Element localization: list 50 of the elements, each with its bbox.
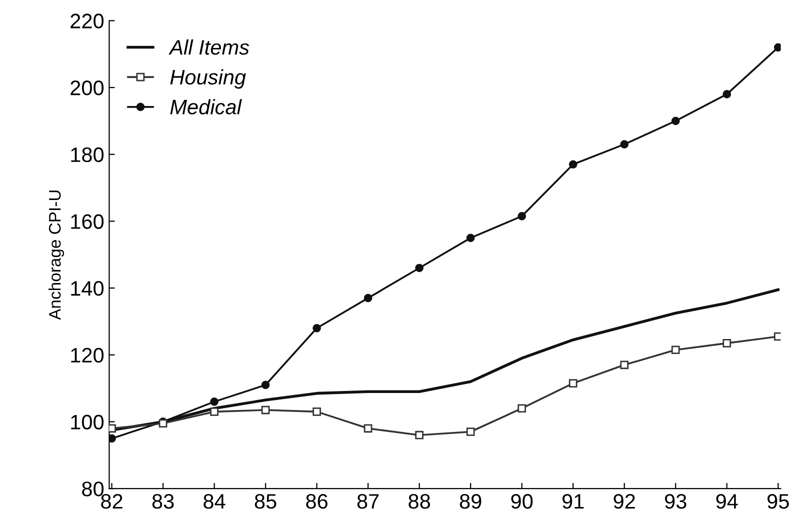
- y-tick-label: 140: [71, 281, 104, 296]
- point: [671, 116, 680, 126]
- y-tick-label: 120: [71, 348, 104, 363]
- y-tick-label: 80: [82, 482, 104, 496]
- point: [671, 346, 680, 354]
- point: [620, 360, 629, 370]
- point: [518, 212, 526, 220]
- y-tick-label: 200: [70, 80, 104, 96]
- x-tick-label: 82: [101, 494, 122, 509]
- point: [312, 408, 321, 416]
- x-tick-label: 95: [768, 494, 789, 509]
- point: [415, 264, 424, 272]
- point: [466, 234, 475, 242]
- x-tick-label: 90: [511, 494, 533, 509]
- legend-label: Medical: [170, 99, 242, 114]
- y-tick-label: 160: [71, 214, 104, 229]
- x-tick-label: 86: [306, 494, 328, 509]
- x-tick-label: 91: [562, 494, 584, 509]
- point: [364, 294, 372, 302]
- y-tick-label: 220: [70, 14, 104, 28]
- point: [774, 332, 781, 341]
- point: [210, 408, 218, 416]
- y-tick-label: 100: [71, 414, 104, 430]
- x-tick-label: 94: [716, 494, 738, 509]
- point: [261, 380, 270, 390]
- point: [312, 324, 321, 332]
- x-tick-label: 83: [152, 494, 174, 509]
- point: [466, 428, 475, 436]
- x-tick-label: 87: [357, 494, 379, 509]
- point: [568, 379, 578, 388]
- x-tick-label: 93: [665, 494, 686, 509]
- x-tick-label: 92: [614, 494, 635, 509]
- point: [364, 424, 372, 433]
- point: [210, 398, 218, 406]
- point: [722, 339, 732, 348]
- x-tick-label: 88: [408, 494, 430, 509]
- point: [518, 404, 526, 413]
- x-tick-label: 85: [254, 494, 276, 509]
- point: [620, 140, 629, 148]
- point: [568, 160, 578, 169]
- legend-label: Housing: [170, 69, 246, 89]
- y-axis-title: Anchorage CPI-U: [48, 190, 64, 320]
- y-tick-label: 180: [71, 147, 104, 162]
- legend-label: All Items: [168, 39, 250, 55]
- point: [261, 406, 270, 414]
- x-tick-label: 84: [204, 494, 226, 509]
- point: [722, 90, 732, 98]
- x-tick-label: 89: [460, 494, 482, 509]
- point: [415, 430, 424, 440]
- point: [774, 43, 781, 52]
